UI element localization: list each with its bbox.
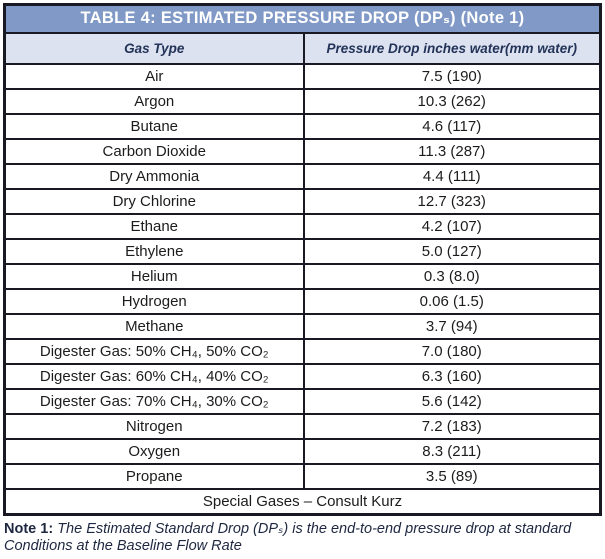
note-label: Note 1: xyxy=(4,521,54,537)
table-row: Oxygen 8.3 (211) xyxy=(6,438,599,463)
table-row: Digester Gas: 50% CH₄, 50% CO₂ 7.0 (180) xyxy=(6,338,599,363)
table-row: Hydrogen 0.06 (1.5) xyxy=(6,288,599,313)
table-row: Propane 3.5 (89) xyxy=(6,463,599,488)
table-row: Argon 10.3 (262) xyxy=(6,88,599,113)
column-header-pressure-drop: Pressure Drop inches water(mm water) xyxy=(302,34,600,63)
pressure-drop-table: TABLE 4: ESTIMATED PRESSURE DROP (DPₛ) (… xyxy=(3,3,602,516)
gas-type-cell: Hydrogen xyxy=(121,293,187,310)
gas-type-cell: Digester Gas: 60% CH₄, 40% CO₂ xyxy=(39,368,269,385)
gas-type-cell: Ethylene xyxy=(125,243,184,260)
table-row: Dry Ammonia 4.4 (111) xyxy=(6,163,599,188)
table-row: Helium 0.3 (8.0) xyxy=(6,263,599,288)
pressure-drop-cell: 10.3 (262) xyxy=(302,90,600,113)
table-row: Ethane 4.2 (107) xyxy=(6,213,599,238)
table-row: Carbon Dioxide 11.3 (287) xyxy=(6,138,599,163)
gas-type-cell: Nitrogen xyxy=(125,418,183,435)
pressure-drop-cell: 3.7 (94) xyxy=(302,315,600,338)
gas-type-cell: Ethane xyxy=(130,218,179,235)
gas-type-cell: Argon xyxy=(134,93,175,110)
pressure-drop-cell: 7.2 (183) xyxy=(302,415,600,438)
table-row: Butane 4.6 (117) xyxy=(6,113,599,138)
pressure-drop-cell: 0.06 (1.5) xyxy=(302,290,600,313)
gas-type-cell: Air xyxy=(145,68,164,85)
pressure-drop-cell: 0.3 (8.0) xyxy=(302,265,600,288)
gas-type-cell: Dry Ammonia xyxy=(109,168,200,185)
gas-type-cell: Oxygen xyxy=(128,443,181,460)
table-row: Digester Gas: 70% CH₄, 30% CO₂ 5.6 (142) xyxy=(6,388,599,413)
pressure-drop-cell: 7.5 (190) xyxy=(302,65,600,88)
pressure-drop-cell: 5.0 (127) xyxy=(302,240,600,263)
special-gases-row: Special Gases – Consult Kurz xyxy=(6,488,599,513)
pressure-drop-cell: 4.2 (107) xyxy=(302,215,600,238)
gas-type-cell: Digester Gas: 50% CH₄, 50% CO₂ xyxy=(39,343,269,360)
gas-type-cell: Helium xyxy=(130,268,178,285)
gas-type-cell: Dry Chlorine xyxy=(112,193,196,210)
pressure-drop-cell: 6.3 (160) xyxy=(302,365,600,388)
table-body: Air 7.5 (190) Argon 10.3 (262) Butane 4.… xyxy=(6,63,599,488)
pressure-drop-cell: 4.4 (111) xyxy=(302,165,600,188)
table-row: Digester Gas: 60% CH₄, 40% CO₂ 6.3 (160) xyxy=(6,363,599,388)
gas-type-cell: Digester Gas: 70% CH₄, 30% CO₂ xyxy=(39,393,269,410)
pressure-drop-cell: 3.5 (89) xyxy=(302,465,600,488)
special-gases-label: Special Gases – Consult Kurz xyxy=(202,493,403,510)
pressure-drop-cell: 12.7 (323) xyxy=(302,190,600,213)
table-row: Methane 3.7 (94) xyxy=(6,313,599,338)
note-text: The Estimated Standard Drop (DPₛ) is the… xyxy=(4,521,572,554)
pressure-drop-cell: 11.3 (287) xyxy=(302,140,600,163)
pressure-drop-cell: 5.6 (142) xyxy=(302,390,600,413)
table-row: Dry Chlorine 12.7 (323) xyxy=(6,188,599,213)
note: Note 1: The Estimated Standard Drop (DPₛ… xyxy=(3,516,602,555)
table-row: Air 7.5 (190) xyxy=(6,63,599,88)
pressure-drop-cell: 4.6 (117) xyxy=(302,115,600,138)
column-header-gas-type: Gas Type xyxy=(124,41,185,56)
pressure-drop-cell: 8.3 (211) xyxy=(302,440,600,463)
gas-type-cell: Carbon Dioxide xyxy=(102,143,206,160)
gas-type-cell: Propane xyxy=(125,468,183,485)
table-row: Ethylene 5.0 (127) xyxy=(6,238,599,263)
table-header-row: Gas Type Pressure Drop inches water(mm w… xyxy=(6,32,599,63)
pressure-drop-cell: 7.0 (180) xyxy=(302,340,600,363)
table-row: Nitrogen 7.2 (183) xyxy=(6,413,599,438)
table-title: TABLE 4: ESTIMATED PRESSURE DROP (DPₛ) (… xyxy=(6,6,599,32)
gas-type-cell: Butane xyxy=(130,118,179,135)
gas-type-cell: Methane xyxy=(125,318,184,335)
